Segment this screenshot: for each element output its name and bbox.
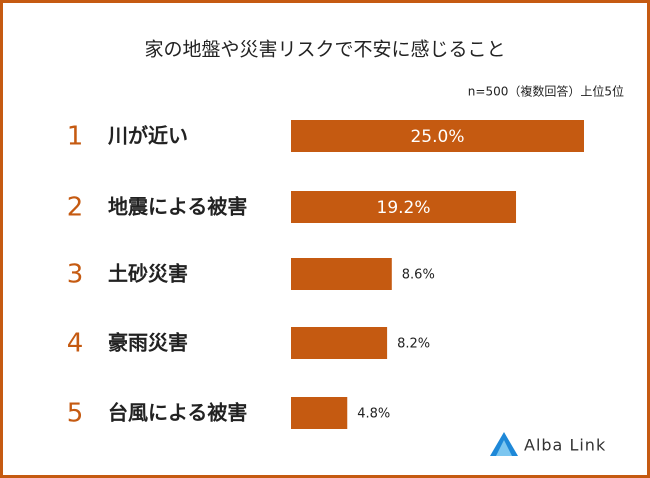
bar (291, 327, 388, 359)
chart-subtitle: n=500（複数回答）上位5位 (468, 84, 624, 99)
rank: 1 (67, 122, 84, 152)
category-label: 川が近い (107, 124, 188, 148)
category-label: 土砂災害 (108, 262, 188, 286)
bar (291, 191, 517, 223)
category-label: 地震による被害 (108, 195, 247, 219)
bar (291, 397, 348, 429)
bar (291, 258, 392, 290)
value-label: 19.2% (377, 198, 431, 218)
rank: 4 (67, 329, 84, 359)
chart-title: 家の地盤や災害リスクで不安に感じること (144, 39, 505, 61)
value-label: 8.6% (402, 268, 435, 283)
rank: 5 (67, 399, 84, 429)
value-label: 8.2% (397, 337, 430, 352)
bar (291, 120, 584, 152)
category-label: 台風による被害 (108, 401, 247, 425)
logo-text: Alba Link (524, 436, 606, 455)
rank: 2 (67, 193, 84, 223)
logo: Alba Link (490, 432, 606, 456)
category-label: 豪雨災害 (108, 331, 188, 355)
logo-icon-inner (496, 440, 512, 456)
value-label: 25.0% (410, 127, 464, 147)
rank: 3 (67, 260, 84, 290)
value-label: 4.8% (357, 407, 390, 422)
